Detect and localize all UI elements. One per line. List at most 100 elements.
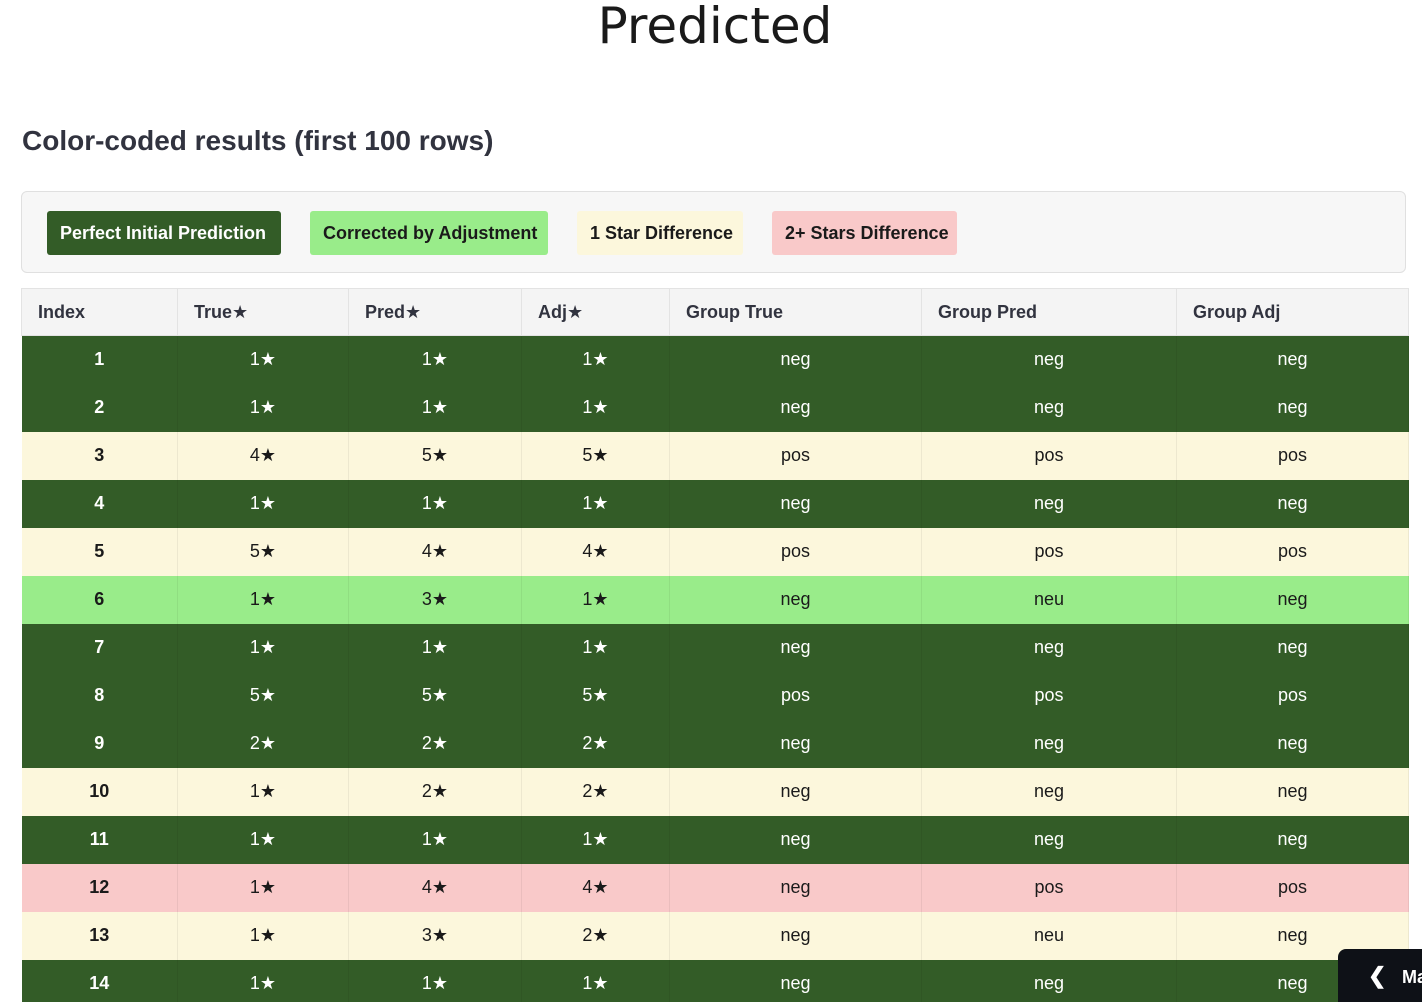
cell-group-adj: pos [1176, 671, 1409, 720]
legend-perfect-prediction: Perfect Initial Prediction [47, 211, 281, 255]
results-table: Index True★ Pred★ Adj★ Group True Group … [21, 288, 1409, 1002]
cell-pred-stars: 3★ [348, 575, 522, 624]
cell-pred-stars: 3★ [348, 911, 522, 960]
cell-index: 12 [21, 863, 178, 912]
cell-true-stars: 1★ [177, 383, 349, 432]
column-header-group-true[interactable]: Group True [669, 288, 922, 336]
table-row: 3 4★ 5★ 5★ pos pos pos [21, 431, 1409, 480]
cell-group-pred: neg [921, 767, 1177, 816]
cell-index: 3 [21, 431, 178, 480]
cell-true-stars: 4★ [177, 431, 349, 480]
cell-group-pred: neg [921, 479, 1177, 528]
cell-index: 6 [21, 575, 178, 624]
cell-group-true: neg [669, 335, 922, 384]
cell-group-true: pos [669, 527, 922, 576]
cell-group-adj: neg [1176, 383, 1409, 432]
section-title: Color-coded results (first 100 rows) [22, 125, 494, 156]
cell-adj-stars: 2★ [521, 767, 670, 816]
cell-pred-stars: 1★ [348, 959, 522, 1002]
column-header-pred-stars[interactable]: Pred★ [348, 288, 522, 336]
column-header-group-adj[interactable]: Group Adj [1176, 288, 1409, 336]
cell-true-stars: 1★ [177, 623, 349, 672]
cell-index: 1 [21, 335, 178, 384]
cell-pred-stars: 1★ [348, 479, 522, 528]
table-row: 14 1★ 1★ 1★ neg neg neg [21, 959, 1409, 1002]
cell-true-stars: 2★ [177, 719, 349, 768]
cell-true-stars: 1★ [177, 479, 349, 528]
table-row: 1 1★ 1★ 1★ neg neg neg [21, 335, 1409, 384]
cell-pred-stars: 2★ [348, 719, 522, 768]
cell-true-stars: 1★ [177, 575, 349, 624]
cell-adj-stars: 1★ [521, 815, 670, 864]
table-body: 1 1★ 1★ 1★ neg neg neg 2 1★ 1★ 1★ neg neg neg 3 4★ 5★ 5★ p… [21, 335, 1409, 1002]
table-row: 4 1★ 1★ 1★ neg neg neg [21, 479, 1409, 528]
cell-group-true: neg [669, 479, 922, 528]
cell-group-pred: neu [921, 575, 1177, 624]
table-row: 7 1★ 1★ 1★ neg neg neg [21, 623, 1409, 672]
cell-pred-stars: 5★ [348, 671, 522, 720]
table-row: 9 2★ 2★ 2★ neg neg neg [21, 719, 1409, 768]
cell-pred-stars: 5★ [348, 431, 522, 480]
chevron-left-icon: ❮ [1368, 963, 1387, 988]
legend: Perfect Initial Prediction Corrected by … [21, 191, 1406, 273]
cell-adj-stars: 5★ [521, 671, 670, 720]
cell-index: 2 [21, 383, 178, 432]
cell-group-pred: neg [921, 815, 1177, 864]
table-row: 6 1★ 3★ 1★ neg neu neg [21, 575, 1409, 624]
cell-adj-stars: 1★ [521, 959, 670, 1002]
cell-true-stars: 1★ [177, 815, 349, 864]
table-row: 11 1★ 1★ 1★ neg neg neg [21, 815, 1409, 864]
cell-group-true: neg [669, 575, 922, 624]
legend-corrected-by-adjustment: Corrected by Adjustment [310, 211, 548, 255]
cell-group-true: neg [669, 911, 922, 960]
cell-group-adj: neg [1176, 623, 1409, 672]
cell-group-true: pos [669, 671, 922, 720]
cell-index: 9 [21, 719, 178, 768]
column-header-group-pred[interactable]: Group Pred [921, 288, 1177, 336]
cell-index: 5 [21, 527, 178, 576]
cell-adj-stars: 1★ [521, 479, 670, 528]
cell-group-adj: neg [1176, 335, 1409, 384]
cell-group-true: neg [669, 815, 922, 864]
cell-group-pred: pos [921, 527, 1177, 576]
cell-group-adj: neg [1176, 575, 1409, 624]
cell-group-pred: neg [921, 959, 1177, 1002]
cell-group-pred: neg [921, 623, 1177, 672]
cell-group-true: neg [669, 719, 922, 768]
cell-group-pred: pos [921, 863, 1177, 912]
cell-index: 4 [21, 479, 178, 528]
cell-pred-stars: 4★ [348, 863, 522, 912]
cell-group-adj: pos [1176, 431, 1409, 480]
column-header-true-stars[interactable]: True★ [177, 288, 349, 336]
cell-group-pred: pos [921, 431, 1177, 480]
cell-group-true: neg [669, 623, 922, 672]
cell-index: 13 [21, 911, 178, 960]
cell-true-stars: 1★ [177, 911, 349, 960]
cell-group-pred: neg [921, 335, 1177, 384]
column-header-adj-stars[interactable]: Adj★ [521, 288, 670, 336]
table-row: 2 1★ 1★ 1★ neg neg neg [21, 383, 1409, 432]
cell-pred-stars: 4★ [348, 527, 522, 576]
column-header-index[interactable]: Index [21, 288, 178, 336]
table-row: 10 1★ 2★ 2★ neg neg neg [21, 767, 1409, 816]
cell-group-true: neg [669, 863, 922, 912]
cell-adj-stars: 1★ [521, 383, 670, 432]
cell-pred-stars: 1★ [348, 383, 522, 432]
manage-app-button[interactable]: ❮ Ma [1338, 949, 1422, 1002]
cell-true-stars: 1★ [177, 863, 349, 912]
cell-group-pred: neu [921, 911, 1177, 960]
cell-index: 10 [21, 767, 178, 816]
legend-one-star-difference: 1 Star Difference [577, 211, 743, 255]
cell-pred-stars: 1★ [348, 815, 522, 864]
cell-group-true: neg [669, 959, 922, 1002]
cell-pred-stars: 1★ [348, 335, 522, 384]
cell-adj-stars: 1★ [521, 623, 670, 672]
table-row: 13 1★ 3★ 2★ neg neu neg [21, 911, 1409, 960]
cell-group-adj: pos [1176, 863, 1409, 912]
cell-adj-stars: 1★ [521, 575, 670, 624]
cell-group-adj: pos [1176, 527, 1409, 576]
cell-adj-stars: 2★ [521, 911, 670, 960]
cell-index: 8 [21, 671, 178, 720]
table-row: 8 5★ 5★ 5★ pos pos pos [21, 671, 1409, 720]
